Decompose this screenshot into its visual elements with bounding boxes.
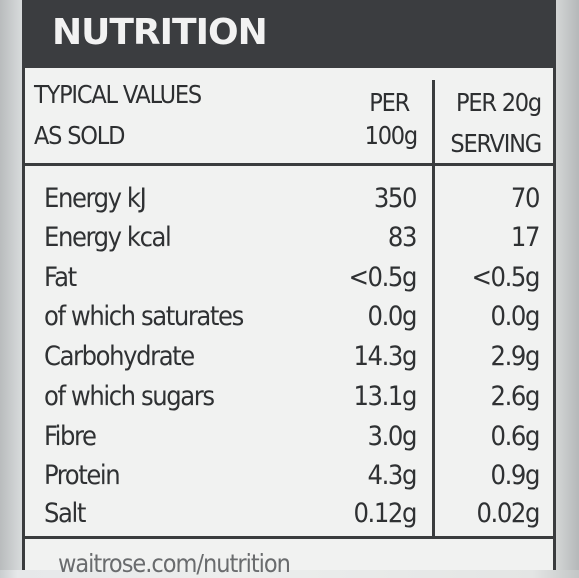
per-100g-value: 83	[387, 222, 418, 253]
nutrition-title: NUTRITION	[52, 12, 268, 53]
typical-values-label: TYPICAL VALUES	[34, 80, 202, 109]
per-100g-value: <0.5g	[348, 262, 418, 293]
nutrient-name: Energy kcal	[44, 222, 172, 253]
per-serving-value: 0.0g	[490, 301, 541, 332]
per-100g-value: 350	[373, 183, 418, 214]
header-divider	[22, 163, 556, 166]
per-100g-value: 3.0g	[367, 421, 418, 452]
nutrient-name: of which saturates	[44, 301, 244, 332]
per-serving-value: 0.9g	[490, 460, 541, 491]
per-100g-value: 13.1g	[353, 381, 418, 412]
per-serving-value: 0.6g	[490, 421, 541, 452]
per-100g-value: 4.3g	[367, 460, 418, 491]
per-100g-value: 0.12g	[353, 498, 418, 529]
table-row: Carbohydrate 14.3g 2.9g	[0, 341, 579, 381]
table-row: of which sugars 13.1g 2.6g	[0, 381, 579, 421]
table-row: Protein 4.3g 0.9g	[0, 460, 579, 500]
table-row: Salt 0.12g 0.02g	[0, 498, 579, 538]
per-serving-header-line2: SERVING	[450, 129, 542, 158]
nutrient-name: Energy kJ	[44, 183, 147, 214]
table-row: Fibre 3.0g 0.6g	[0, 421, 579, 461]
header-column-divider	[432, 80, 435, 166]
table-row: Energy kcal 83 17	[0, 222, 579, 262]
per-serving-value: 70	[510, 183, 541, 214]
table-row: Fat <0.5g <0.5g	[0, 262, 579, 302]
container-edge-right	[556, 0, 579, 570]
per-serving-value: 2.9g	[490, 341, 541, 372]
as-sold-label: AS SOLD	[34, 121, 125, 150]
table-row: Energy kJ 350 70	[0, 183, 579, 223]
per-100g-value: 14.3g	[353, 341, 418, 372]
nutrient-name: Salt	[44, 498, 86, 529]
per-100g-value: 0.0g	[367, 301, 418, 332]
nutrient-name: Carbohydrate	[44, 341, 195, 372]
nutrient-name: Fibre	[44, 421, 97, 452]
per-serving-value: <0.5g	[471, 262, 541, 293]
footer-divider	[22, 536, 556, 539]
nutrition-header-bar: NUTRITION	[22, 0, 556, 68]
table-row: of which saturates 0.0g 0.0g	[0, 301, 579, 341]
footer-url: waitrose.com/nutrition	[58, 549, 291, 578]
per-serving-header-line1: PER 20g	[455, 88, 542, 117]
nutrition-label-panel	[22, 0, 556, 570]
per-100g-header-line1: PER	[369, 88, 410, 117]
nutrient-name: of which sugars	[44, 381, 215, 412]
nutrient-name: Protein	[44, 460, 121, 491]
per-100g-header-line2: 100g	[364, 121, 419, 150]
per-serving-value: 0.02g	[476, 498, 541, 529]
container-edge-left	[0, 0, 22, 570]
body-column-divider	[432, 166, 435, 536]
per-serving-value: 17	[510, 222, 541, 253]
nutrient-name: Fat	[44, 262, 77, 293]
per-serving-value: 2.6g	[490, 381, 541, 412]
